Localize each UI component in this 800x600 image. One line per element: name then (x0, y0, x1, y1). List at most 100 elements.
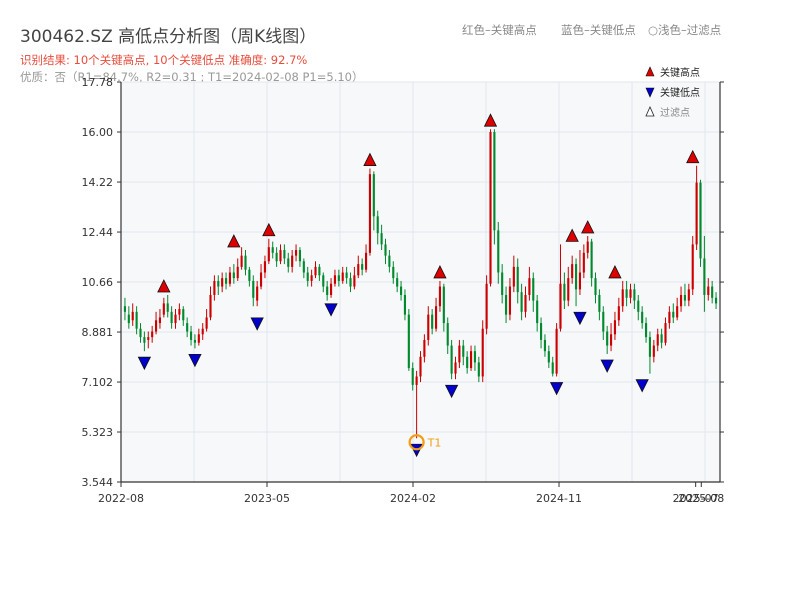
key-low-marker (444, 384, 459, 399)
candle-body (186, 323, 189, 332)
candle-body (683, 294, 687, 301)
key-low-marker (549, 382, 564, 396)
key-high-marker (433, 265, 447, 279)
candle-body (240, 255, 243, 267)
key-low-marker (188, 353, 202, 368)
candle-body (641, 311, 644, 324)
candle-body (256, 286, 259, 301)
candle-body (707, 286, 710, 295)
legend-filtered-icon (645, 106, 655, 117)
candle-body (454, 362, 457, 374)
key-low-marker (137, 356, 152, 371)
recognition-summary: 识别结果: 10个关键高点, 10个关键低点 准确度: 92.7% (20, 53, 308, 67)
candle-body (302, 261, 305, 273)
candle-body (602, 311, 605, 332)
candle-body (606, 331, 609, 346)
legend-low-label: 关键低点 (660, 86, 700, 99)
candle-body (388, 255, 391, 267)
candle-body (228, 272, 232, 284)
t1-circle (408, 434, 425, 451)
candle-body (361, 264, 364, 270)
candle-body (559, 283, 562, 329)
candle-body (372, 174, 375, 217)
candle-body (123, 306, 127, 312)
candle-body (139, 328, 142, 338)
candle-body (392, 266, 395, 279)
candle-body (193, 339, 197, 343)
candle-body (477, 362, 480, 377)
candle-body (489, 132, 492, 284)
candle-body (644, 323, 648, 338)
candle-body (252, 280, 255, 298)
candle-body (493, 132, 496, 231)
candle-body (582, 252, 585, 273)
candle-body (205, 317, 208, 329)
x-tick-label: 2023-05 (244, 492, 290, 505)
candle-body (598, 294, 601, 312)
candle-body (244, 255, 247, 270)
candle-body (660, 334, 663, 343)
candle-body (672, 311, 675, 318)
candle-body (711, 286, 714, 298)
candle-body (637, 300, 640, 312)
candle-body (396, 278, 399, 287)
y-tick-label: 3.544 (82, 476, 114, 489)
candle-body (555, 328, 558, 374)
key-high-marker (581, 220, 595, 234)
candle-body (481, 328, 484, 377)
candle-body (224, 278, 228, 284)
candle-body (419, 356, 422, 377)
candle-body (127, 314, 130, 324)
legend-text-high: 红色–关键高点 (462, 23, 537, 37)
t1-label: T1 (427, 436, 442, 449)
candle-body (341, 272, 344, 281)
y-tick-label: 7.102 (82, 376, 114, 389)
candle-body (197, 334, 200, 343)
candle-body (154, 320, 158, 332)
candle-body (586, 241, 589, 253)
candle-body (512, 266, 515, 287)
candle-body (524, 294, 527, 312)
candle-body (151, 331, 154, 338)
candle-body (617, 306, 620, 321)
candle-body (364, 252, 368, 270)
key-low-marker (635, 379, 649, 393)
candle-body (162, 303, 165, 315)
candle-body (259, 272, 263, 287)
candle-body (450, 345, 453, 374)
legend-high-icon (645, 66, 655, 77)
candle-body (337, 275, 340, 281)
candle-body (283, 250, 286, 259)
chart-title: 300462.SZ 高低点分析图（周K线图） (20, 27, 317, 47)
x-tick-label: 2024-11 (536, 492, 582, 505)
candle-body (656, 334, 659, 346)
legend-filtered-label: 过滤点 (660, 106, 690, 119)
candle-body (248, 269, 251, 281)
candle-body (504, 294, 508, 315)
candle-body (621, 289, 624, 307)
candle-body (539, 323, 543, 340)
candle-body (563, 283, 566, 301)
key-high-marker (363, 152, 377, 166)
y-tick-label: 17.78 (82, 76, 114, 89)
key-high-marker (227, 234, 241, 248)
candle-body (147, 337, 150, 340)
candle-body (263, 261, 267, 273)
candle-body (485, 283, 488, 329)
candle-body (536, 300, 539, 324)
candle-body (508, 286, 512, 315)
candle-body (687, 289, 690, 301)
candle-body (384, 244, 387, 256)
x-tick-label: 2024-02 (390, 492, 436, 505)
candle-body (271, 247, 274, 253)
candle-body (182, 309, 185, 321)
key-low-marker (250, 317, 264, 331)
candle-body (473, 351, 477, 363)
y-tick-label: 16.00 (82, 126, 114, 139)
key-high-marker (608, 265, 622, 279)
candle-body (652, 345, 655, 357)
candle-body (333, 275, 337, 284)
candle-body (446, 323, 449, 346)
candle-body (403, 294, 407, 315)
candle-body (380, 233, 383, 245)
